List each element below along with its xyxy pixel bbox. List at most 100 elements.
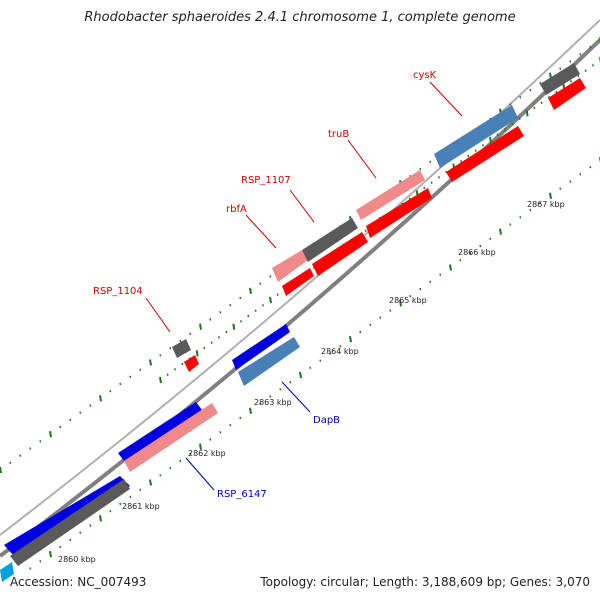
tick-minor — [229, 303, 232, 307]
tick-minor — [129, 375, 132, 379]
tick-minor — [364, 229, 367, 232]
tick-major — [99, 515, 102, 522]
tick-minor — [169, 346, 172, 350]
tick-minor — [429, 280, 432, 284]
tick-minor — [503, 128, 506, 131]
map-title: Rhodobacter sphaeroides 2.4.1 chromosome… — [84, 10, 516, 25]
gene-reverse[interactable] — [366, 188, 432, 238]
tick-minor — [309, 366, 312, 370]
gene-unknown[interactable] — [172, 339, 191, 358]
gene-label-rbfA[interactable]: rbfA — [226, 204, 247, 215]
tick-minor — [139, 488, 142, 491]
tick-major — [199, 443, 202, 450]
tick-minor — [519, 96, 522, 99]
tick-minor — [119, 382, 122, 386]
gene-forward-light[interactable] — [434, 105, 518, 168]
tick-minor — [419, 287, 422, 291]
gene-label-cysK[interactable]: cysK — [413, 70, 437, 81]
tick-minor — [489, 237, 492, 241]
tick-minor — [269, 275, 272, 278]
gene-label-RSP_6147[interactable]: RSP_6147 — [217, 489, 267, 500]
tick-minor — [29, 567, 32, 570]
gene-reverse[interactable] — [282, 268, 314, 296]
gene-forward-light[interactable] — [238, 337, 300, 386]
tick-minor — [369, 323, 372, 327]
gene-forward[interactable] — [118, 402, 202, 461]
gene-label-RSP_1104[interactable]: RSP_1104 — [93, 286, 143, 297]
gene-reverse[interactable] — [548, 78, 586, 110]
tick-minor — [589, 165, 592, 169]
accession-text: Accession: NC_007493 — [10, 575, 147, 589]
tick-major — [149, 479, 152, 486]
tick-minor — [59, 425, 62, 429]
kbp-label: 2867 kbp — [527, 200, 565, 209]
tick-minor — [559, 67, 562, 70]
tick-minor — [254, 309, 257, 312]
tick-minor — [579, 53, 582, 56]
tick-minor — [166, 373, 169, 376]
kbp-label: 2866 kbp — [458, 248, 496, 257]
gene-unknown[interactable] — [540, 63, 580, 95]
tick-minor — [9, 461, 12, 465]
tick-minor — [239, 416, 242, 420]
tick-minor — [319, 359, 322, 362]
tick-minor — [569, 180, 572, 183]
gene-label-DapB[interactable]: DapB — [313, 415, 340, 426]
tick-minor — [189, 332, 192, 336]
tick-minor — [479, 244, 482, 248]
tick-minor — [579, 173, 582, 176]
gene-forward[interactable] — [232, 324, 290, 370]
tick-minor — [129, 495, 132, 499]
genome-summary-text: Topology: circular; Length: 3,188,609 bp… — [260, 575, 590, 589]
tick-minor — [437, 176, 440, 179]
tick-minor — [219, 311, 222, 314]
gene-label-truB[interactable]: truB — [328, 129, 349, 140]
gene-label-RSP_1107[interactable]: RSP_1107 — [241, 175, 291, 186]
tick-minor — [69, 538, 72, 542]
tick-minor — [359, 330, 362, 334]
gene-unknown[interactable] — [10, 479, 130, 566]
tick-minor — [209, 318, 212, 321]
tick-minor — [39, 560, 42, 563]
tick-major — [249, 407, 252, 414]
tick-minor — [39, 440, 42, 443]
gene-forward-edge[interactable] — [0, 562, 14, 582]
tick-minor — [519, 216, 522, 219]
tick-minor — [430, 181, 433, 184]
tick-minor — [459, 259, 462, 262]
tick-minor — [467, 154, 470, 158]
kbp-label: 2861 kbp — [122, 502, 160, 511]
gene-reverse[interactable] — [312, 232, 368, 276]
tick-minor — [379, 316, 382, 319]
tick-minor — [210, 341, 213, 344]
tick-minor — [539, 81, 542, 85]
kbp-label: 2860 kbp — [58, 555, 96, 564]
tick-minor — [389, 309, 392, 312]
gene-reverse-light[interactable] — [272, 250, 308, 282]
gene-reverse[interactable] — [184, 355, 199, 372]
tick-minor — [569, 60, 572, 63]
tick-minor — [89, 404, 92, 407]
tick-minor — [591, 64, 594, 67]
gene-reverse-light[interactable] — [124, 403, 218, 472]
gene-reverse[interactable] — [446, 126, 524, 182]
gene-forward[interactable] — [4, 476, 130, 556]
genome-backbone — [0, 38, 600, 558]
tick-minor — [339, 345, 342, 348]
tick-minor — [219, 431, 222, 434]
tick-minor — [589, 45, 592, 49]
gene-reverse-light[interactable] — [356, 170, 425, 220]
gene-unknown[interactable] — [302, 218, 358, 262]
tick-minor — [225, 330, 228, 334]
tick-minor — [496, 133, 499, 136]
tick-minor — [540, 101, 543, 104]
tick-minor — [159, 474, 162, 477]
tick-major — [549, 192, 552, 199]
kbp-label: 2862 kbp — [188, 449, 226, 458]
genome-backbone-inner — [0, 19, 600, 536]
tick-minor — [29, 447, 32, 450]
tick-minor — [89, 524, 92, 527]
tick-minor — [259, 402, 262, 405]
tick-minor — [559, 187, 562, 190]
